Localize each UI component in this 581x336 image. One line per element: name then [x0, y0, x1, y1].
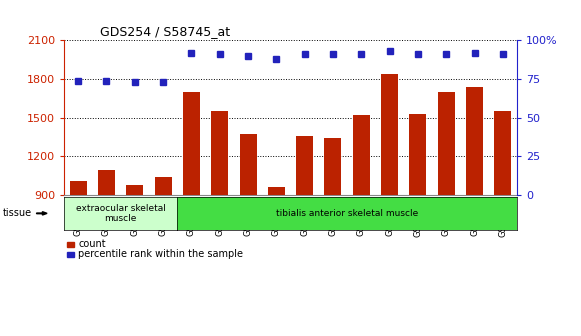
Bar	[466, 87, 483, 311]
Bar	[494, 111, 511, 311]
Text: extraocular skeletal
muscle: extraocular skeletal muscle	[76, 204, 166, 223]
Text: tibialis anterior skeletal muscle: tibialis anterior skeletal muscle	[276, 209, 418, 218]
Bar	[381, 74, 398, 311]
Bar	[211, 111, 228, 311]
Text: tissue: tissue	[3, 208, 32, 218]
Bar	[70, 181, 87, 311]
Bar	[296, 136, 313, 311]
Bar	[410, 114, 426, 311]
Bar	[324, 138, 342, 311]
Bar	[239, 134, 257, 311]
Bar	[183, 92, 200, 311]
Text: percentile rank within the sample: percentile rank within the sample	[78, 249, 243, 259]
Text: GDS254 / S58745_at: GDS254 / S58745_at	[100, 25, 230, 38]
Bar	[126, 184, 143, 311]
Text: count: count	[78, 239, 106, 249]
Bar	[155, 177, 171, 311]
Bar	[353, 115, 370, 311]
Bar	[438, 92, 455, 311]
Bar	[98, 170, 115, 311]
Bar	[268, 187, 285, 311]
